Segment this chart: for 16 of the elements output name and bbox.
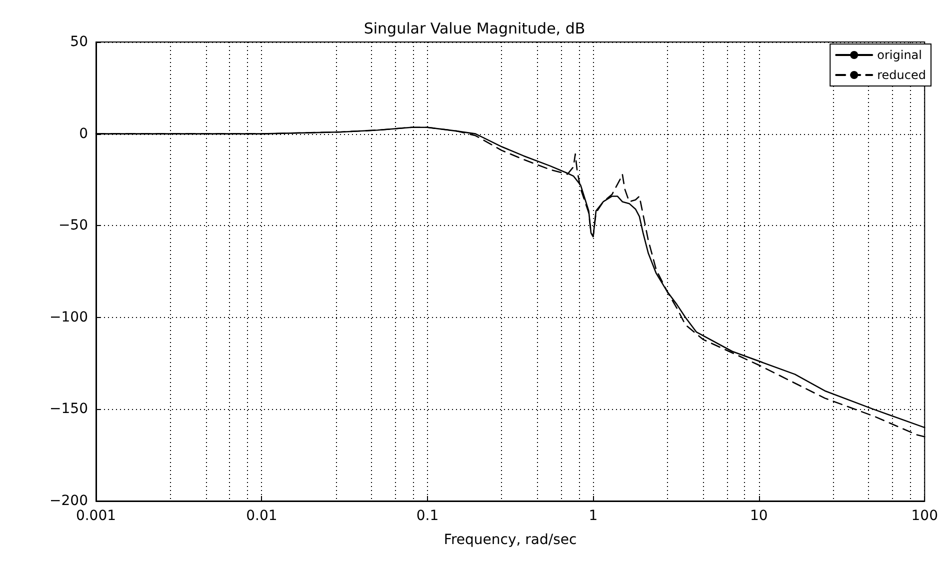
y-tick-label: 50 — [70, 34, 88, 50]
x-tick-label: 10 — [750, 508, 768, 524]
x-axis-title: Frequency, rad/sec — [444, 532, 577, 548]
legend-label: original — [877, 48, 922, 62]
chart-title: Singular Value Magnitude, dB — [364, 20, 586, 38]
x-tick-label: 0.01 — [246, 508, 278, 524]
y-tick-label: −50 — [58, 218, 88, 234]
x-tick-label: 0.001 — [76, 508, 116, 524]
y-tick-label: −200 — [50, 493, 88, 509]
x-tick-label: 100 — [911, 508, 938, 524]
y-tick-label: −100 — [50, 309, 88, 326]
x-tick-label: 1 — [588, 508, 598, 524]
y-tick-label: −150 — [50, 401, 88, 418]
x-tick-label: 0.1 — [416, 508, 439, 524]
y-tick-label: 0 — [79, 126, 88, 142]
legend-label: reduced — [877, 68, 926, 82]
